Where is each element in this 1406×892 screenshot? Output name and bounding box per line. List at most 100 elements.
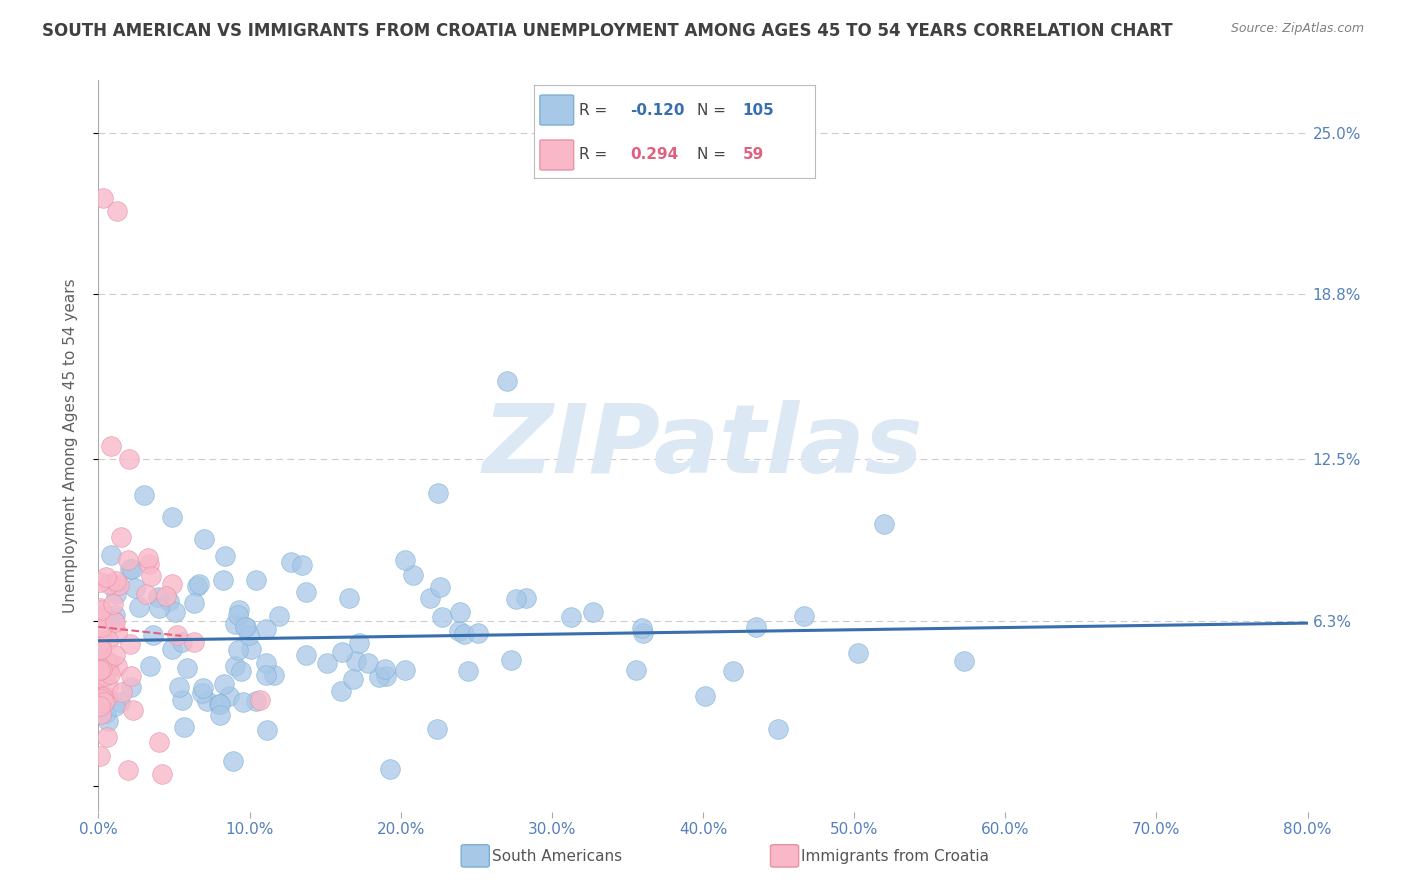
Point [695,689,717,703]
Point [457,664,479,678]
Text: R =: R = [579,103,607,118]
Point [193,532,215,546]
Point [315,656,337,670]
Point [495,374,517,388]
Point [224,616,246,631]
Point [582,605,605,619]
Point [104,608,127,623]
Point [176,661,198,675]
Point [98,667,121,681]
Point [90,662,112,676]
Point [793,609,815,624]
Point [214,549,236,563]
Point [402,567,425,582]
Point [952,654,974,668]
Point [90,643,112,657]
Point [449,624,471,638]
Point [357,657,380,671]
Text: N =: N = [697,146,727,161]
Point [89,601,111,615]
Point [254,668,277,682]
Point [105,587,128,601]
Point [117,553,139,567]
Point [256,622,278,636]
Point [505,592,527,607]
Point [120,637,142,651]
Point [467,626,489,640]
Text: South Americans: South Americans [492,849,623,863]
Point [89,663,111,677]
Point [138,558,160,572]
Point [155,589,177,603]
Point [427,486,450,500]
Point [142,627,165,641]
Point [172,693,194,707]
Point [110,530,132,544]
Point [228,603,250,617]
Point [228,608,250,623]
Point [231,665,253,679]
Point [97,679,120,693]
Text: Source: ZipAtlas.com: Source: ZipAtlas.com [1230,22,1364,36]
Text: ZIPatlas: ZIPatlas [482,400,924,492]
Point [103,614,125,628]
Point [218,690,240,704]
Point [211,573,233,587]
Point [344,654,367,668]
Point [132,488,155,502]
Point [118,452,141,467]
Point [93,695,115,709]
Text: 105: 105 [742,103,775,118]
Point [430,610,453,624]
Point [232,695,254,709]
Point [245,694,267,708]
Point [120,669,142,683]
FancyBboxPatch shape [540,95,574,125]
Point [94,706,117,721]
Point [394,664,416,678]
Point [187,576,209,591]
Point [90,642,112,657]
Point [96,731,118,745]
FancyBboxPatch shape [540,140,574,170]
Point [101,598,124,612]
Point [295,585,318,599]
Point [224,659,246,673]
Point [515,591,537,606]
Point [97,632,120,647]
Point [183,635,205,649]
Point [347,636,370,650]
Point [190,686,212,700]
Point [846,647,869,661]
Point [226,642,249,657]
Text: 59: 59 [742,146,763,161]
Point [105,659,128,673]
Text: SOUTH AMERICAN VS IMMIGRANTS FROM CROATIA UNEMPLOYMENT AMONG AGES 45 TO 54 YEARS: SOUTH AMERICAN VS IMMIGRANTS FROM CROATI… [42,22,1173,40]
Text: 0.294: 0.294 [630,146,678,161]
Point [104,698,127,713]
Point [104,574,127,589]
Point [105,203,128,218]
Text: R =: R = [579,146,607,161]
Point [624,663,647,677]
Point [94,656,117,670]
Point [233,620,256,634]
Point [139,658,162,673]
Y-axis label: Unemployment Among Ages 45 to 54 years: Unemployment Among Ages 45 to 54 years [63,278,77,614]
Point [238,627,260,641]
Point [429,580,451,594]
Point [208,697,231,711]
Point [111,685,134,699]
Point [214,677,236,691]
Point [249,692,271,706]
Point [91,692,114,706]
Point [745,620,768,634]
Point [245,573,267,587]
Point [183,596,205,610]
Point [280,555,302,569]
Point [222,754,245,768]
Point [160,642,183,657]
Point [425,722,447,736]
Point [97,655,120,669]
Point [150,766,173,780]
